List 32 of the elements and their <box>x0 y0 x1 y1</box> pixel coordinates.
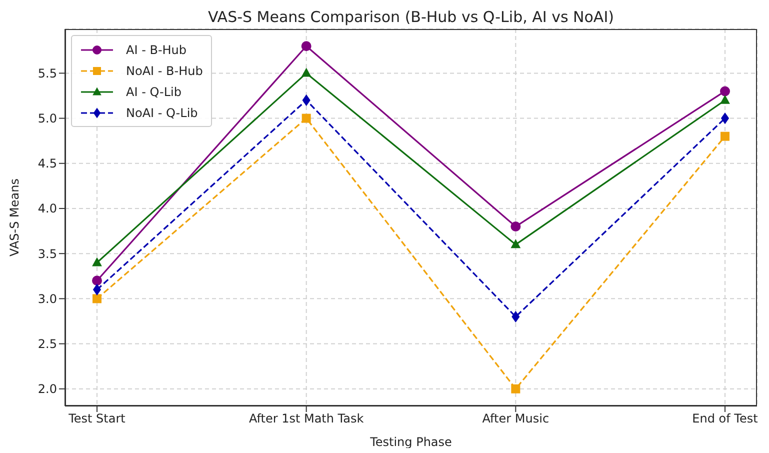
point <box>510 222 521 232</box>
legend-label: NoAI - Q-Lib <box>126 106 198 120</box>
y-tick-label: 2.0 <box>38 382 57 396</box>
legend-label: AI - B-Hub <box>126 42 187 56</box>
point <box>92 257 102 266</box>
point <box>301 68 312 77</box>
y-tick-label: 4.0 <box>38 202 57 216</box>
point <box>92 276 102 286</box>
point <box>510 239 521 248</box>
legend-label: AI - Q-Lib <box>126 84 182 98</box>
point <box>720 112 730 124</box>
point <box>92 284 102 296</box>
y-tick-label: 4.5 <box>38 156 57 171</box>
x-tick-label: Test Start <box>68 412 126 426</box>
point <box>302 114 311 123</box>
x-tick-label: After Music <box>482 412 550 426</box>
point <box>720 132 730 141</box>
point <box>720 94 730 104</box>
point <box>511 384 520 394</box>
point <box>92 294 102 304</box>
point <box>720 86 730 96</box>
x-tick-label: After 1st Math Task <box>248 412 364 426</box>
y-tick-label: 2.5 <box>38 337 57 352</box>
y-axis-title: VAS-S Means <box>7 178 22 256</box>
y-tick-label: 3.5 <box>38 246 57 261</box>
y-tick-label: 5.5 <box>38 66 57 80</box>
chart-title: VAS-S Means Comparison (B-Hub vs Q-Lib, AI vs NoAI) <box>207 8 615 26</box>
y-tick-label: 3.0 <box>38 292 57 306</box>
legend-label: NoAI - B-Hub <box>126 64 203 78</box>
y-tick-label: 5.0 <box>38 112 57 126</box>
x-tick-label: End of Test <box>692 412 758 426</box>
point <box>301 41 312 52</box>
